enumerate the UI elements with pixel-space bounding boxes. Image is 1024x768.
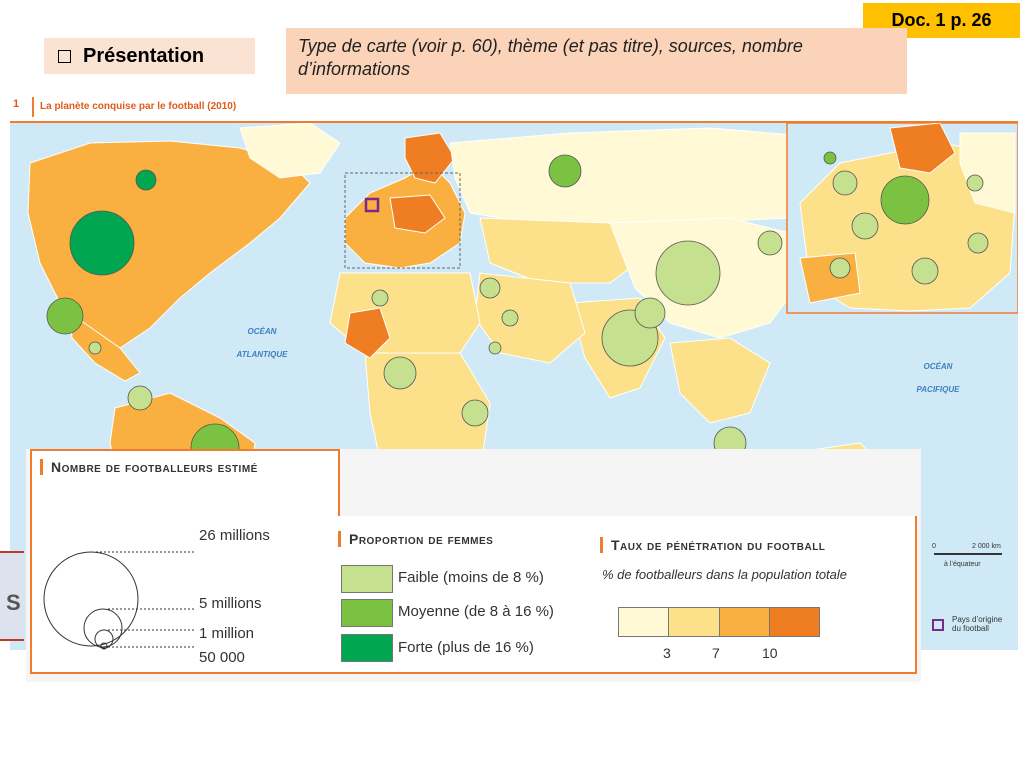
ocean-atlantic-line1: OCÉAN	[247, 327, 277, 336]
greenland	[239, 123, 341, 179]
size-label-5m: 5 millions	[199, 595, 262, 612]
ocean-pacific-line1: OCÉAN	[923, 362, 953, 371]
women-mid-label: Moyenne (de 8 à 16 %)	[398, 603, 554, 620]
circle-ukraine	[967, 232, 989, 254]
circle-uk	[832, 170, 858, 196]
legend-circle-1m	[94, 629, 114, 649]
origin-label-line2: du football	[952, 624, 989, 633]
map-title: La planète conquise par le football (201…	[40, 101, 237, 112]
circle-japan	[757, 230, 783, 256]
circle-germany	[880, 175, 930, 225]
circle-ireland	[823, 151, 837, 165]
origin-label-line1: Pays d’origine	[952, 615, 1003, 624]
checkbox-bullet-icon	[58, 49, 71, 63]
circle-tanzania	[461, 399, 489, 427]
scale-length: 2 000 km	[972, 543, 1001, 550]
women-high-label: Forte (plus de 16 %)	[398, 639, 534, 656]
ocean-pacific-label: OCÉAN PACIFIQUE	[908, 362, 968, 394]
swatch-women-low	[341, 565, 393, 593]
circle-caribbean	[88, 341, 102, 355]
size-label-50k: 50 000	[199, 649, 245, 666]
ocean-atlantic-line2: ATLANTIQUE	[236, 350, 288, 359]
rate-swatch-lt3	[619, 608, 670, 636]
legend-circle-5m	[83, 608, 123, 648]
scale-bar	[934, 553, 1002, 555]
inset-scandinavia	[889, 123, 956, 174]
circle-italy	[911, 257, 939, 285]
legend-size-title: Nombre de footballeurs estimé	[40, 459, 301, 475]
swatch-women-high	[341, 634, 393, 662]
rate-swatch-3-7	[669, 608, 720, 636]
map-number-separator	[32, 97, 34, 117]
mexico	[69, 311, 141, 382]
circle-china	[655, 240, 721, 306]
circle-sudan	[501, 309, 519, 327]
zoom-area-outline	[344, 172, 461, 269]
circle-nigeria	[383, 356, 417, 390]
circle-russia	[548, 154, 582, 188]
legend-size-header-box	[30, 449, 340, 521]
ocean-atlantic-label: OCÉAN ATLANTIQUE	[232, 327, 292, 359]
swatch-women-mid	[341, 599, 393, 627]
rate-swatch-gt10	[769, 608, 819, 636]
circle-mexico	[46, 297, 84, 335]
size-label-1m: 1 million	[199, 625, 255, 642]
circle-canada	[135, 169, 157, 191]
southeast-asia	[669, 337, 771, 424]
legend-rate-subtitle: % de footballeurs dans la population tot…	[602, 567, 848, 582]
scandinavia	[404, 132, 456, 184]
circle-france	[851, 212, 879, 240]
size-label-26m: 26 millions	[199, 527, 270, 544]
section-label: Présentation	[83, 44, 205, 67]
origin-legend-swatch	[932, 619, 944, 631]
circle-spain	[829, 257, 851, 279]
rate-tick-7: 7	[712, 645, 720, 661]
scale-zero: 0	[932, 543, 936, 550]
circle-colombia	[127, 385, 153, 411]
legend-women-title: Proportion de femmes	[338, 531, 493, 547]
western-europe-high	[389, 194, 446, 234]
instruction-note: Type de carte (voir p. 60), thème (et pa…	[286, 28, 907, 94]
side-tab	[0, 551, 24, 641]
side-tab-glyph: S	[6, 590, 21, 615]
legend-size-circles	[43, 551, 196, 650]
rate-swatch-7-10	[719, 608, 770, 636]
rate-color-scale	[618, 607, 820, 637]
legend-rate-title: Taux de pénétration du football	[600, 537, 825, 553]
origin-legend-label: Pays d’origine du football	[952, 615, 1002, 633]
circle-usa	[69, 210, 135, 276]
football-origin-marker	[364, 197, 380, 213]
map-legend: Nombre de footballeurs estimé 26 million…	[26, 449, 921, 682]
legend-body	[30, 516, 917, 674]
women-low-label: Faible (moins de 8 %)	[398, 569, 544, 586]
legend-circle-26m	[43, 551, 139, 647]
rate-tick-3: 3	[663, 645, 671, 661]
circle-egypt	[479, 277, 501, 299]
section-header: Présentation	[44, 38, 255, 74]
ocean-pacific-line2: PACIFIQUE	[916, 385, 960, 394]
map-number: 1	[13, 98, 20, 110]
rate-tick-10: 10	[762, 645, 778, 661]
africa-high	[344, 307, 391, 359]
circle-morocco	[371, 289, 389, 307]
map-title-bar: 1 La planète conquise par le football (2…	[10, 95, 1018, 123]
circle-belarus	[966, 174, 984, 192]
circle-kenya	[488, 341, 502, 355]
inset-russia	[959, 132, 1016, 214]
circle-bangladesh	[634, 297, 666, 329]
scale-note: à l’équateur	[944, 561, 981, 568]
legend-circle-50k	[100, 642, 108, 650]
north-america	[27, 140, 311, 349]
